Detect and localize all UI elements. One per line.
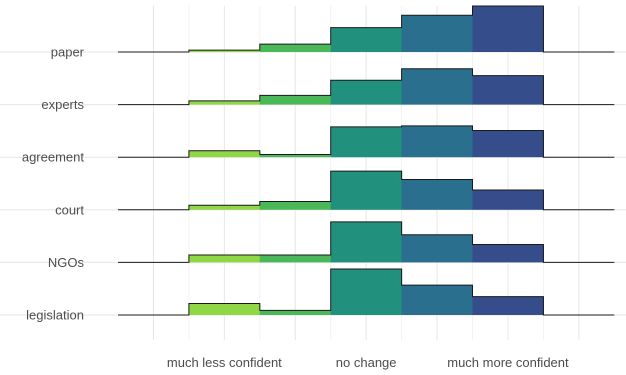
bar-court-3 [259, 201, 332, 210]
ridge-paper [118, 5, 615, 53]
bar-agreement-3 [259, 154, 332, 158]
x-tick-label-4: no change [336, 355, 397, 370]
bar-NGOs-2 [188, 255, 261, 263]
y-tick-label-experts: experts [41, 97, 84, 112]
x-axis-labels: much less confident no change much more co… [167, 355, 569, 370]
ridge-agreement [118, 125, 615, 158]
grid-lines [0, 6, 626, 340]
bar-paper-3 [259, 44, 332, 52]
x-tick-label-6: much more confident [447, 355, 569, 370]
bar-NGOs-6 [472, 244, 544, 263]
y-tick-label-agreement: agreement [22, 150, 85, 165]
ridge-court [118, 170, 615, 211]
bar-experts-4 [330, 80, 403, 105]
bar-NGOs-5 [401, 234, 473, 263]
y-tick-label-court: court [55, 202, 84, 217]
bar-paper-5 [401, 15, 473, 52]
bar-agreement-5 [401, 125, 473, 158]
bar-legislation-2 [188, 303, 261, 315]
y-tick-label-legislation: legislation [26, 308, 84, 323]
bar-paper-6 [472, 6, 544, 52]
outline-experts [118, 68, 615, 106]
outline-legislation [118, 268, 615, 316]
bar-experts-6 [472, 75, 544, 105]
y-tick-label-NGOs: NGOs [48, 255, 85, 270]
ridge-legislation [118, 268, 615, 316]
y-tick-label-paper: paper [51, 45, 85, 60]
outline-paper [118, 5, 615, 53]
bar-experts-5 [401, 68, 473, 105]
bar-NGOs-4 [330, 221, 403, 263]
bar-experts-3 [259, 95, 332, 105]
y-axis-labels: paper experts agreement court NGOs legislatio… [22, 45, 85, 323]
x-tick-label-2: much less confident [167, 355, 282, 370]
outline-court [118, 170, 615, 211]
bar-agreement-2 [188, 150, 261, 158]
bar-legislation-4 [330, 269, 403, 315]
bar-agreement-6 [472, 130, 544, 158]
bar-court-2 [188, 205, 261, 210]
bar-agreement-4 [330, 126, 403, 158]
ridges [118, 5, 615, 316]
outline-agreement [118, 125, 615, 158]
bar-legislation-3 [259, 310, 332, 315]
outline-NGOs [118, 221, 615, 263]
bar-court-4 [330, 171, 403, 210]
bar-experts-2 [188, 100, 261, 105]
bar-paper-2 [188, 50, 261, 52]
bar-paper-4 [330, 27, 403, 52]
ridge-experts [118, 68, 615, 106]
bar-court-5 [401, 179, 473, 210]
bar-court-6 [472, 190, 544, 210]
bar-legislation-6 [472, 296, 544, 315]
bar-NGOs-3 [259, 255, 332, 263]
bar-legislation-5 [401, 285, 473, 315]
ridge-NGOs [118, 221, 615, 263]
